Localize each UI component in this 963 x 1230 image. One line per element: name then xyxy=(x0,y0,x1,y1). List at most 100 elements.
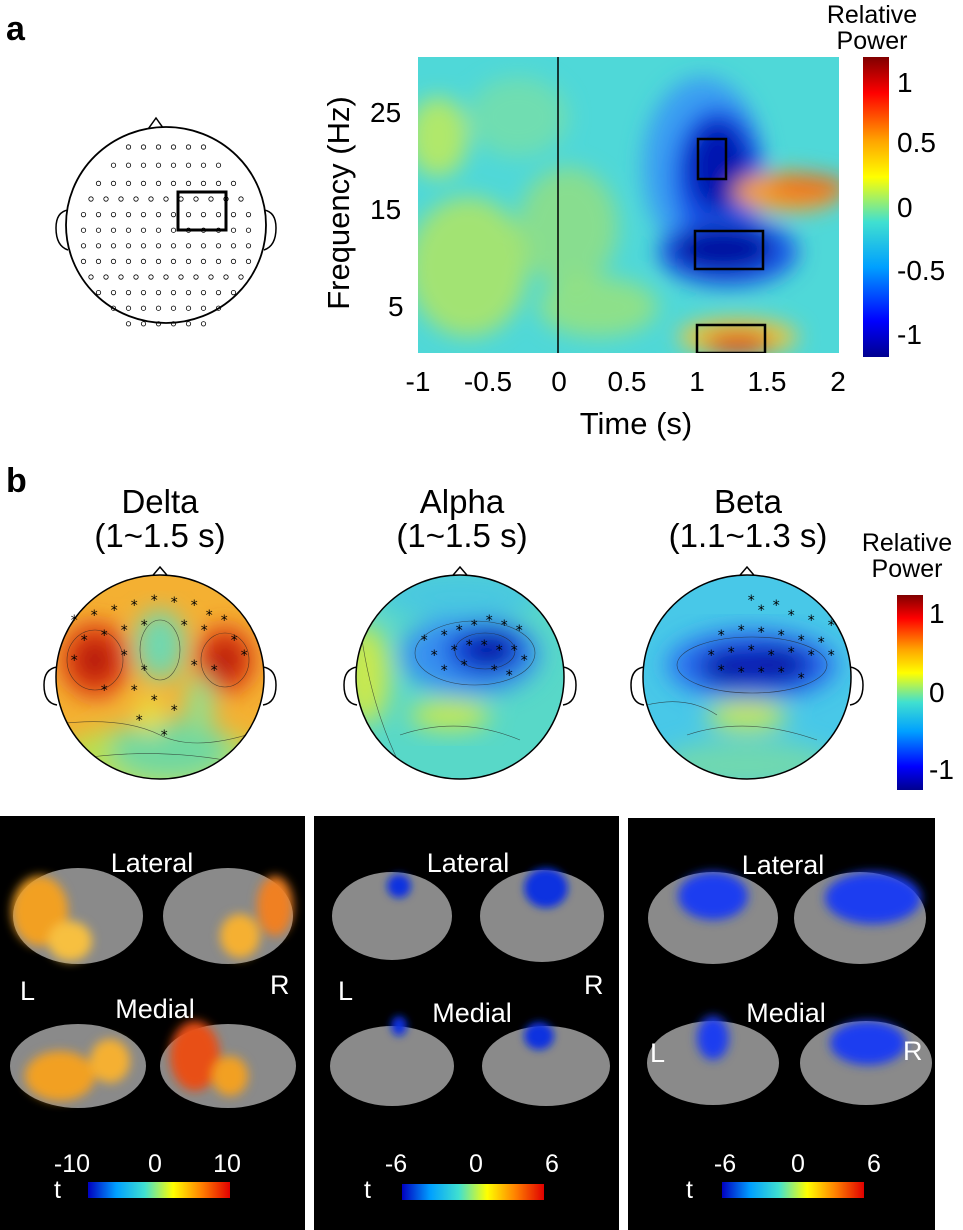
xtick-1: 1 xyxy=(689,366,705,397)
significance-star: * xyxy=(707,648,715,664)
topomap-alpha: * * * * * * ** * * * * *** * * * xyxy=(343,565,577,780)
significance-star: * xyxy=(440,663,448,679)
alpha-roi-box xyxy=(693,229,765,271)
electrode-dot xyxy=(110,243,117,249)
electrode-dot xyxy=(110,162,117,168)
colorbar-b-title: Relative Power xyxy=(861,529,953,583)
cb-b-tick-0: 0 xyxy=(929,677,945,708)
electrode-dot xyxy=(185,305,192,311)
significance-star: * xyxy=(440,628,448,644)
brain-lateral-label: Lateral xyxy=(110,848,194,878)
significance-star: * xyxy=(797,671,805,687)
significance-star: * xyxy=(80,633,88,649)
significance-star: * xyxy=(717,628,725,644)
brain-lateral-label: Lateral xyxy=(426,848,510,878)
electrode-dot xyxy=(170,162,177,168)
brain-medial-label: Medial xyxy=(432,998,512,1028)
electrode-dot xyxy=(80,258,87,264)
brain-cb-t-label: t xyxy=(364,1176,371,1204)
significance-star: * xyxy=(827,648,835,664)
electrode-dot xyxy=(245,212,252,218)
electrode-montage-head xyxy=(55,116,277,327)
electrode-dot xyxy=(133,196,139,202)
xtick-neg0-5: -0.5 xyxy=(463,366,513,397)
brain-colorbar-beta xyxy=(722,1182,864,1198)
electrode-dot xyxy=(245,227,252,233)
electrode-dot xyxy=(245,243,252,249)
electrode-dot xyxy=(170,227,177,233)
electrode-dot xyxy=(170,321,177,327)
electrode-dot xyxy=(200,180,207,187)
tfr-ylabel: Frequency (Hz) xyxy=(321,96,356,310)
cb-a-tick-0: 0 xyxy=(897,192,913,223)
significance-star: * xyxy=(460,658,468,674)
significance-star: * xyxy=(465,638,473,654)
electrode-dot xyxy=(185,180,192,187)
brain-cb-t-label: t xyxy=(54,1176,61,1204)
electrode-dot xyxy=(140,290,147,296)
electrode-dot xyxy=(110,227,117,233)
cb-a-tick-0-5: 0.5 xyxy=(897,127,936,158)
electrode-dot xyxy=(215,180,222,187)
electrode-dot xyxy=(170,305,177,311)
significance-star: * xyxy=(817,635,825,651)
electrode-dot xyxy=(110,290,117,296)
xtick-1-5: 1.5 xyxy=(747,366,787,397)
significance-star: * xyxy=(807,648,815,664)
electrode-dot xyxy=(155,321,162,327)
significance-star: * xyxy=(150,593,158,609)
electrode-dot xyxy=(140,212,147,218)
cb-a-tick-neg1: -1 xyxy=(897,319,922,350)
time-frequency-map xyxy=(418,57,839,353)
electrode-dot xyxy=(125,212,132,218)
brain-left-label: L xyxy=(338,976,354,1006)
brain-cb-tick-zero: 0 xyxy=(791,1150,805,1178)
significance-star: * xyxy=(480,638,488,654)
significance-star: * xyxy=(140,663,148,679)
electrode-dot xyxy=(185,243,192,249)
brain-medial-label: Medial xyxy=(115,994,195,1024)
significance-star: * xyxy=(757,603,765,619)
brain-cb-tick-min: -6 xyxy=(384,1150,408,1178)
electrode-dot xyxy=(148,196,154,202)
electrode-dot xyxy=(185,258,192,264)
electrode-dot xyxy=(140,162,147,168)
electrode-dot xyxy=(200,290,207,296)
significance-star: * xyxy=(787,645,795,661)
topo-delta-title: Delta (1~1.5 s) xyxy=(94,483,226,554)
electrode-dot xyxy=(88,196,94,202)
xtick-0: 0 xyxy=(551,366,567,397)
significance-star: * xyxy=(170,703,178,719)
ytick-15: 15 xyxy=(370,194,402,225)
significance-star: * xyxy=(420,633,428,649)
electrode-dot xyxy=(95,258,102,264)
significance-star: * xyxy=(747,643,755,659)
electrode-dot xyxy=(103,196,109,202)
electrode-dot xyxy=(140,144,147,150)
electrode-dot xyxy=(155,227,162,233)
significance-star: * xyxy=(520,653,528,669)
significance-star: * xyxy=(430,648,438,664)
electrode-dot xyxy=(245,258,252,264)
significance-star: * xyxy=(150,693,158,709)
significance-star: * xyxy=(505,668,513,684)
significance-star: * xyxy=(797,633,805,649)
brain-panel-alpha: Lateral L R Medial -6 0 6 t xyxy=(314,816,619,1230)
electrode-dot xyxy=(140,180,147,187)
topo-beta-title: Beta (1.1~1.3 s) xyxy=(668,483,828,554)
significance-star: * xyxy=(110,603,118,619)
significance-star: * xyxy=(190,658,198,674)
significance-star: * xyxy=(510,643,518,659)
significance-star: * xyxy=(240,648,248,664)
electrode-dot xyxy=(223,274,229,280)
significance-star: * xyxy=(205,608,213,624)
electrode-dot xyxy=(185,212,192,218)
electrode-dot xyxy=(95,243,102,249)
significance-star: * xyxy=(485,613,493,629)
colorbar-a xyxy=(863,57,889,357)
electrode-dot xyxy=(125,321,132,327)
electrode-dot xyxy=(88,274,94,280)
significance-star: * xyxy=(807,613,815,629)
electrode-dot xyxy=(118,196,124,202)
electrode-dot xyxy=(110,212,117,218)
